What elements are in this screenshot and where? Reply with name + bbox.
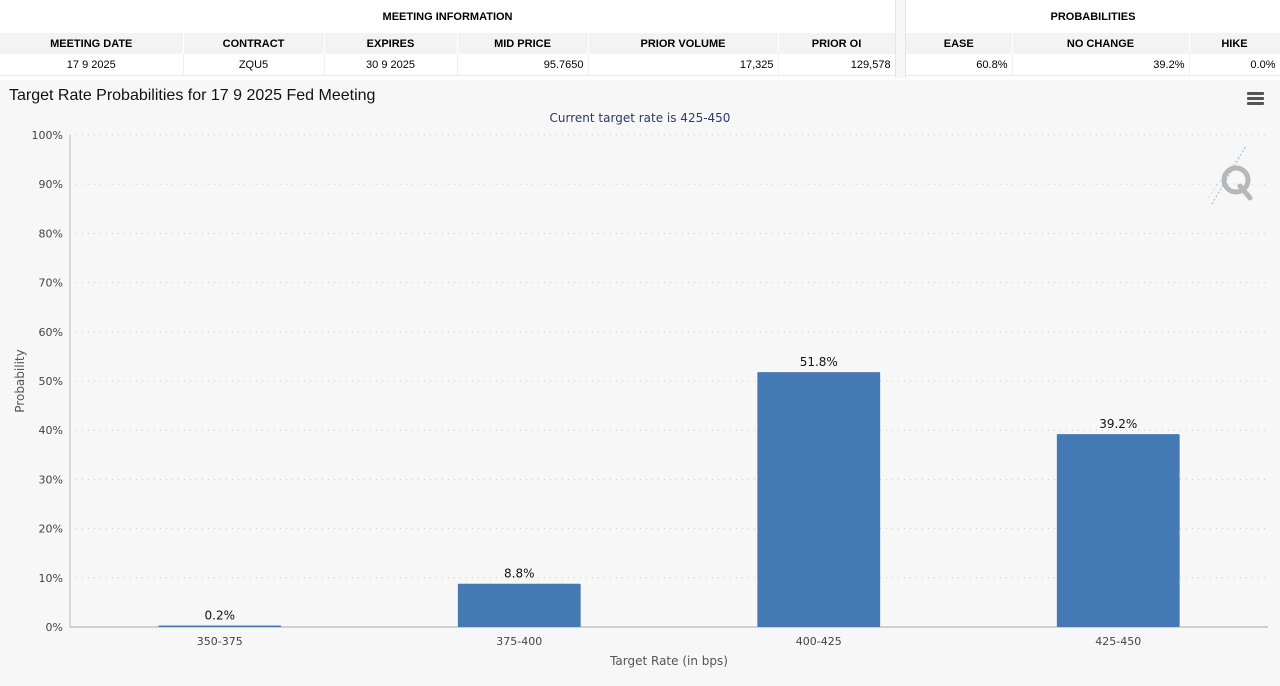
- bar-400-425: [757, 372, 881, 627]
- y-tick-label: 50%: [39, 375, 63, 388]
- y-tick-label: 10%: [39, 572, 63, 585]
- meeting-information-title: MEETING INFORMATION: [0, 0, 896, 33]
- col-header-mid-price: MID PRICE: [457, 33, 589, 54]
- summary-tables: MEETING INFORMATION MEETING DATE CONTRAC…: [0, 0, 1280, 78]
- hamburger-menu-icon[interactable]: [1247, 92, 1264, 106]
- quikstrike-logo-icon: [1207, 145, 1253, 205]
- hike-value: 0.0%: [1189, 54, 1280, 76]
- no-change-value: 39.2%: [1012, 54, 1190, 76]
- y-tick-label: 70%: [39, 277, 63, 290]
- data-label: 0.2%: [205, 609, 236, 623]
- mid-price-value: 95.7650: [457, 54, 589, 76]
- chart-title: Target Rate Probabilities for 17 9 2025 …: [9, 87, 376, 104]
- col-header-no-change: NO CHANGE: [1012, 33, 1190, 54]
- probabilities-table: PROBABILITIES EASE NO CHANGE HIKE 60.8% …: [906, 0, 1280, 76]
- x-tick-label: 400-425: [796, 635, 842, 648]
- x-tick-label: 375-400: [496, 635, 542, 648]
- col-header-hike: HIKE: [1189, 33, 1280, 54]
- table-separator: [895, 0, 906, 78]
- y-tick-label: 20%: [39, 523, 63, 536]
- col-header-ease: EASE: [906, 33, 1013, 54]
- contract-value: ZQU5: [183, 54, 325, 76]
- chart-subtitle: Current target rate is 425-450: [549, 111, 731, 125]
- data-label: 51.8%: [800, 355, 838, 369]
- bar-375-400: [457, 583, 581, 627]
- bar-chart: 0% 10% 20% 30% 40% 50% 60% 70% 80% 90% 100% 0.2% 350…: [13, 129, 1268, 668]
- col-header-expires: EXPIRES: [324, 33, 458, 54]
- x-tick-label: 425-450: [1095, 635, 1141, 648]
- bar-425-450: [1056, 434, 1180, 627]
- meeting-information-table: MEETING INFORMATION MEETING DATE CONTRAC…: [0, 0, 896, 76]
- col-header-prior-oi: PRIOR OI: [778, 33, 896, 54]
- y-tick-label: 60%: [39, 326, 63, 339]
- chart-panel: 0% 10% 20% 30% 40% 50% 60% 70% 80% 90% 100% 0.2% 350…: [0, 80, 1280, 686]
- prior-oi-value: 129,578: [778, 54, 896, 76]
- meeting-date-value: 17 9 2025: [0, 54, 184, 76]
- bar-350-375: [158, 625, 282, 627]
- y-tick-label: 0%: [46, 621, 63, 634]
- data-label: 39.2%: [1099, 417, 1137, 431]
- y-tick-label: 30%: [39, 473, 63, 486]
- y-tick-label: 90%: [39, 178, 63, 191]
- prior-volume-value: 17,325: [588, 54, 779, 76]
- ease-value: 60.8%: [906, 54, 1013, 76]
- x-axis-title: Target Rate (in bps): [609, 654, 728, 668]
- col-header-prior-volume: PRIOR VOLUME: [588, 33, 779, 54]
- y-tick-label: 100%: [32, 129, 63, 142]
- probabilities-title: PROBABILITIES: [906, 0, 1280, 33]
- col-header-meeting-date: MEETING DATE: [0, 33, 184, 54]
- y-tick-label: 40%: [39, 424, 63, 437]
- y-tick-label: 80%: [39, 227, 63, 240]
- col-header-contract: CONTRACT: [183, 33, 325, 54]
- x-tick-label: 350-375: [197, 635, 243, 648]
- y-axis-title: Probability: [13, 349, 27, 412]
- expires-value: 30 9 2025: [324, 54, 458, 76]
- data-label: 8.8%: [504, 567, 535, 581]
